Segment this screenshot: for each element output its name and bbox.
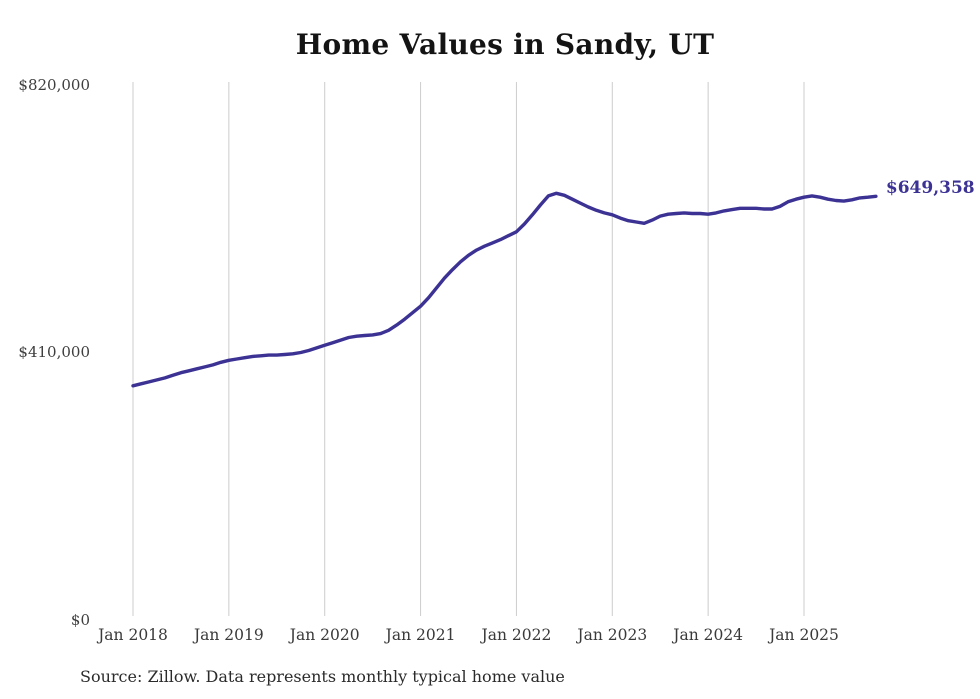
- x-axis-tick-label: Jan 2024: [673, 626, 744, 644]
- end-value-label: $649,358: [885, 178, 975, 199]
- y-axis-tick-label: $0: [70, 610, 90, 629]
- y-axis-tick-label: $820,000: [18, 75, 90, 94]
- x-axis-tick-label: Jan 2025: [769, 626, 839, 644]
- x-axis-tick-label: Jan 2021: [385, 626, 456, 644]
- source-note: Source: Zillow. Data represents monthly …: [80, 667, 565, 686]
- x-axis-tick-label: Jan 2018: [98, 626, 168, 644]
- x-axis-tick-label: Jan 2023: [577, 626, 648, 644]
- y-axis-tick-label: $410,000: [18, 343, 90, 361]
- x-axis-tick-label: Jan 2019: [193, 626, 264, 644]
- value-line: [131, 191, 878, 388]
- x-axis-tick-label: Jan 2022: [481, 626, 552, 644]
- chart-title: Home Values in Sandy, UT: [295, 28, 715, 61]
- x-axis-tick-label: Jan 2020: [289, 626, 360, 644]
